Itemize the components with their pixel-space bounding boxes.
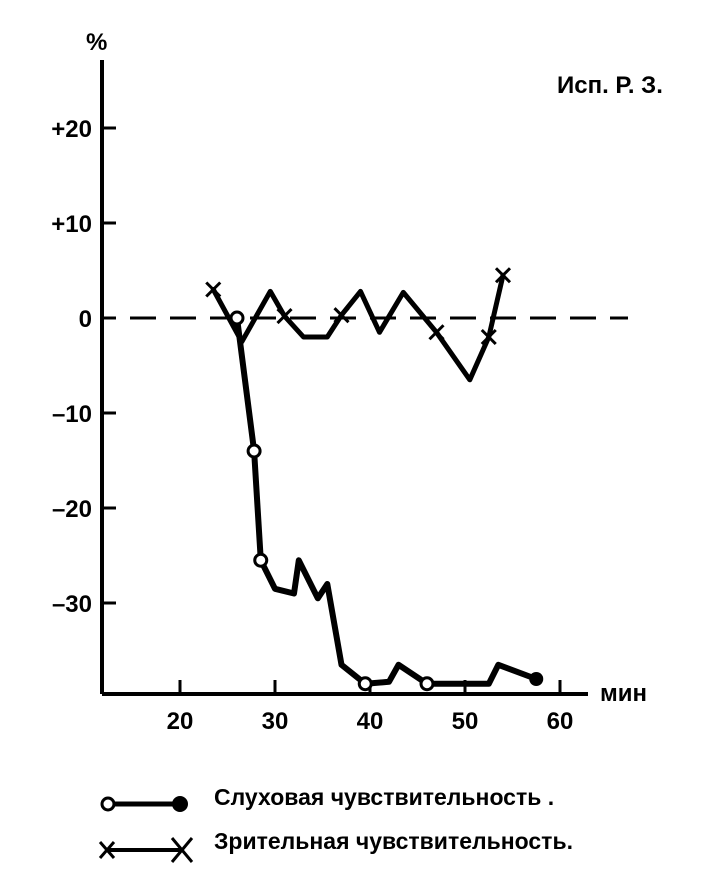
legend-symbol-circle-line [100,796,188,812]
chart: % Исп. Р. З. мин +20 +10 0 –10 –20 –30 20 30 40 5… [51,29,663,735]
legend-label-auditory: Слуховая чувствительность . [214,784,555,810]
visual-point [428,324,445,341]
x-tick-label: 50 [452,708,479,735]
x-tick-label: 20 [167,708,194,735]
y-tick-label: +10 [51,211,92,238]
visual-point [333,307,350,324]
legend-label-visual: Зрительная чувствительность. [214,828,573,854]
visual-point [480,328,497,346]
x-tick-label: 60 [547,708,574,735]
y-tick-label: –30 [52,591,92,618]
axes [100,60,588,696]
series-line-auditory [234,315,540,687]
x-tick-label: 40 [357,708,384,735]
y-axis-label: % [86,29,107,56]
x-axis-label: мин [600,680,647,707]
y-tick-label: –20 [52,496,92,523]
auditory-point [529,672,544,686]
ticks: +20 +10 0 –10 –20 –30 20 30 40 50 60 [51,116,573,735]
x-tick-label: 30 [262,708,289,735]
visual-point [494,267,512,284]
series-line-visual [210,272,506,383]
subject-label: Исп. Р. З. [557,72,663,99]
auditory-point [357,676,373,692]
auditory-point [246,443,262,459]
auditory-point [419,676,435,692]
visual-point [205,281,222,298]
plot-area [130,267,628,692]
auditory-point [253,552,269,568]
legend-symbol-x-line [98,837,194,863]
y-tick-label: 0 [79,306,92,333]
visual-point [276,308,293,325]
y-tick-label: –10 [52,401,92,428]
y-tick-label: +20 [51,116,92,143]
